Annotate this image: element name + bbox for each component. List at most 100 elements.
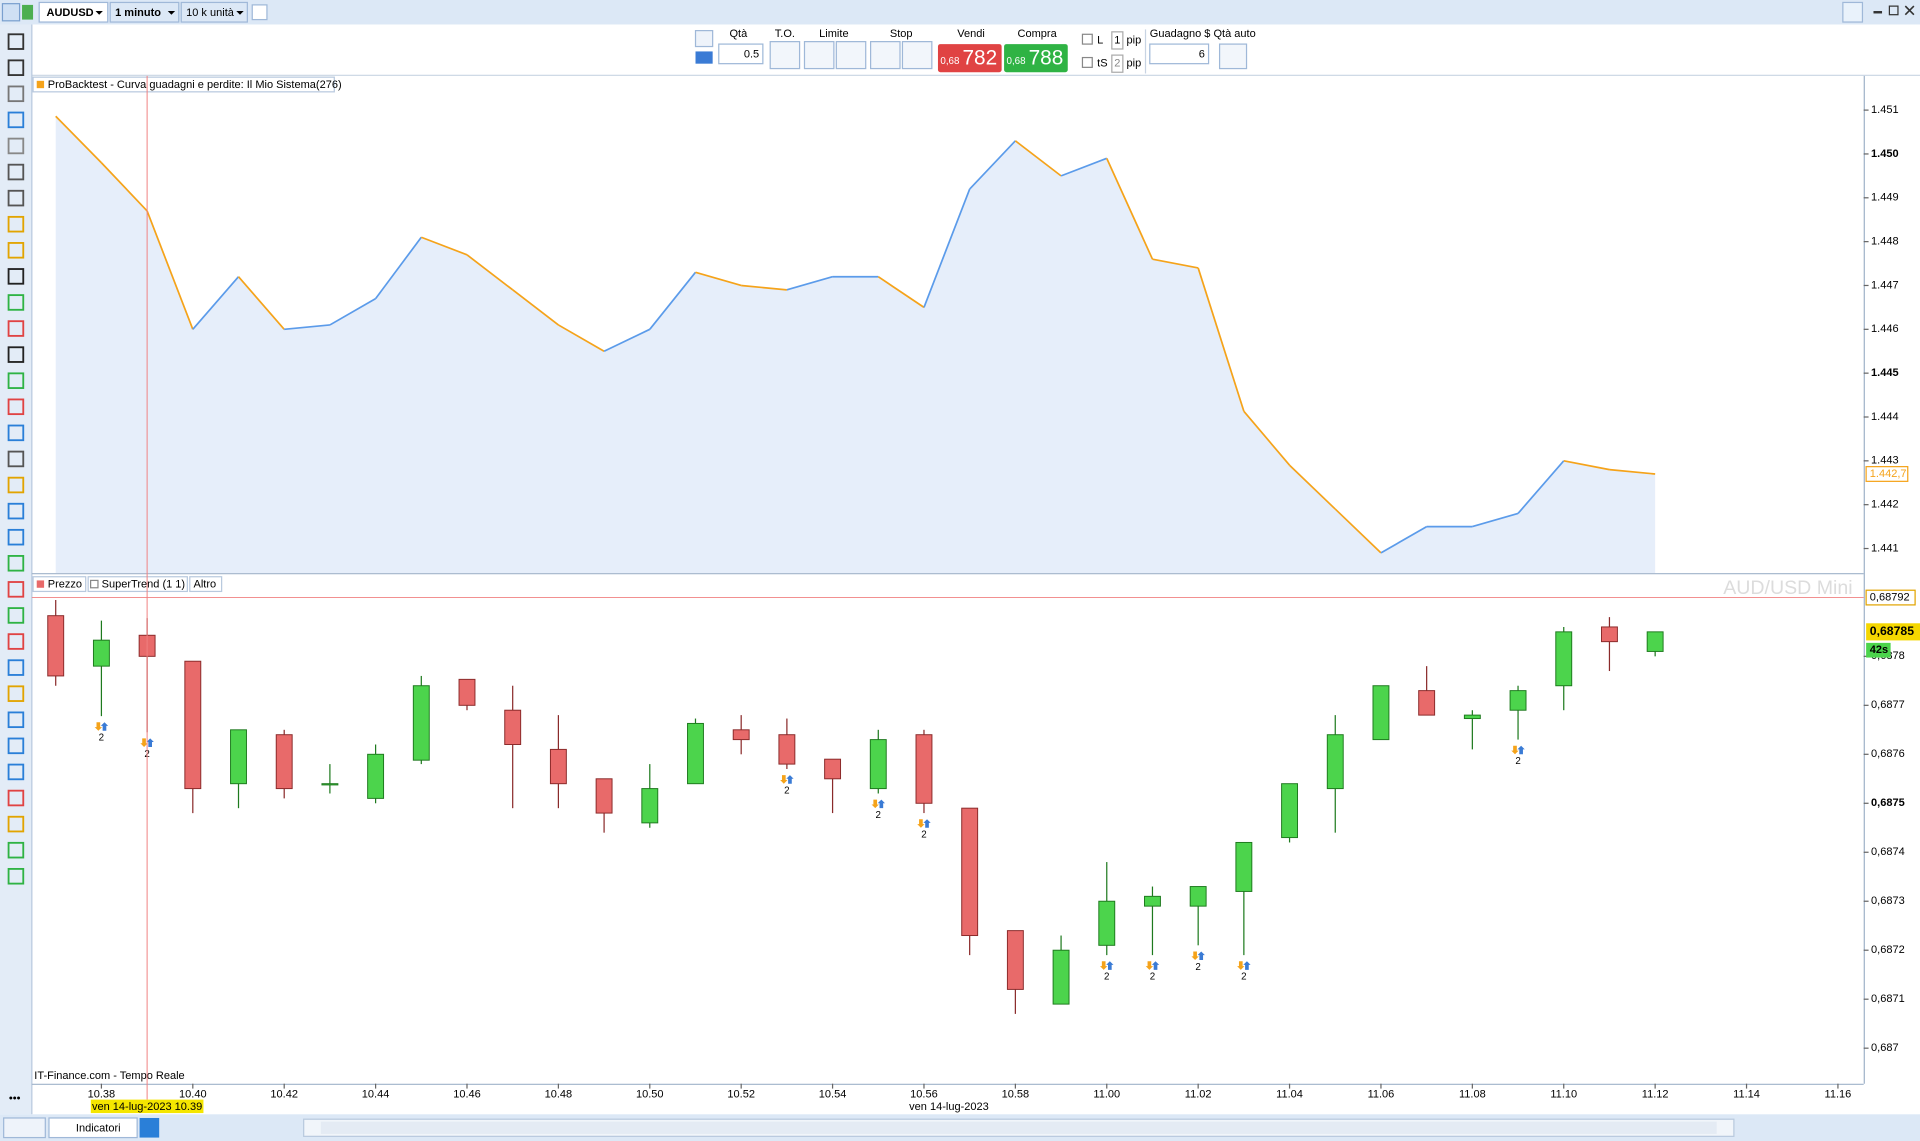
watermark: AUD/USD Mini bbox=[1723, 577, 1852, 599]
tool-button[interactable] bbox=[7, 607, 25, 624]
symbol-box[interactable] bbox=[38, 1, 109, 23]
settings-button[interactable] bbox=[694, 30, 714, 48]
tool-button[interactable] bbox=[7, 711, 25, 729]
sync-button[interactable] bbox=[1842, 1, 1864, 23]
tool-button[interactable] bbox=[7, 633, 25, 650]
tool-button[interactable] bbox=[7, 215, 25, 233]
tool-button[interactable] bbox=[7, 424, 25, 442]
tool-button[interactable] bbox=[7, 398, 25, 416]
candle-body bbox=[458, 678, 476, 706]
legend-item[interactable] bbox=[87, 576, 188, 593]
x-tick-label: 10.40 bbox=[179, 1089, 207, 1101]
equity-segment bbox=[1609, 468, 1656, 475]
ts-label: tS bbox=[1097, 58, 1107, 70]
stop-sell-button[interactable] bbox=[901, 41, 933, 70]
qty-input[interactable] bbox=[718, 43, 764, 65]
tool-button[interactable] bbox=[7, 763, 25, 781]
scrollbar-thumb[interactable] bbox=[320, 1121, 1717, 1134]
draw-button[interactable] bbox=[3, 1117, 46, 1139]
candle-body bbox=[1418, 690, 1436, 716]
tool-button[interactable] bbox=[7, 581, 25, 598]
tool-button[interactable] bbox=[7, 476, 25, 494]
candle-body bbox=[641, 788, 659, 824]
restore-button[interactable] bbox=[1888, 5, 1899, 16]
size-box[interactable] bbox=[180, 1, 248, 23]
tool-button[interactable] bbox=[7, 242, 25, 259]
tool-button[interactable] bbox=[7, 33, 25, 50]
sell-button[interactable] bbox=[937, 44, 1002, 73]
limit-sell-button[interactable] bbox=[835, 41, 867, 70]
app-icon[interactable] bbox=[1, 3, 21, 22]
tool-button[interactable] bbox=[7, 163, 25, 181]
tool-button[interactable] bbox=[7, 555, 25, 572]
to-button[interactable] bbox=[769, 41, 801, 70]
tool-button[interactable] bbox=[7, 346, 25, 363]
equity-swatch bbox=[36, 80, 45, 89]
tool-button[interactable] bbox=[7, 372, 25, 389]
tool-button[interactable] bbox=[7, 685, 25, 702]
x-tick-label: 11.08 bbox=[1459, 1089, 1486, 1101]
countdown-box bbox=[1866, 642, 1891, 658]
pip-label: pip bbox=[1127, 58, 1142, 70]
minimize-button[interactable] bbox=[1873, 11, 1883, 14]
chart-icon[interactable] bbox=[22, 4, 34, 20]
tool-button[interactable] bbox=[7, 789, 25, 807]
info-button[interactable] bbox=[251, 4, 268, 21]
pip-input[interactable] bbox=[1111, 31, 1124, 50]
ts-checkbox[interactable] bbox=[1081, 56, 1093, 68]
candle-body bbox=[230, 729, 247, 785]
indicators-button[interactable] bbox=[48, 1117, 138, 1139]
tool-button[interactable] bbox=[7, 450, 25, 468]
buy-button[interactable] bbox=[1004, 44, 1068, 73]
tool-button[interactable] bbox=[7, 815, 25, 833]
tool-button[interactable] bbox=[7, 85, 25, 103]
close-button[interactable] bbox=[1904, 5, 1915, 16]
equity-segment bbox=[420, 236, 468, 256]
timeframe-box[interactable] bbox=[109, 1, 180, 23]
tool-button[interactable] bbox=[7, 189, 25, 207]
candle-body bbox=[275, 734, 293, 790]
pip-input[interactable] bbox=[1111, 54, 1124, 73]
x-axis: 10.38 10.40 10.42 10.44 10.46 10.48 10.50 10.52… bbox=[88, 75, 1851, 1114]
x-tick-label: 10.44 bbox=[362, 1089, 390, 1101]
equity-segment bbox=[100, 162, 148, 212]
tool-button[interactable] bbox=[7, 737, 25, 755]
signal-arrow bbox=[1106, 961, 1114, 970]
tool-button[interactable] bbox=[7, 867, 25, 885]
legend-item[interactable] bbox=[32, 576, 87, 593]
tool-button[interactable] bbox=[7, 659, 25, 676]
limit-buy-button[interactable] bbox=[803, 41, 835, 70]
candle-body bbox=[961, 807, 979, 937]
share-button[interactable] bbox=[139, 1117, 160, 1138]
tool-button[interactable] bbox=[7, 528, 25, 546]
x-tick-label: 11.06 bbox=[1368, 1089, 1395, 1101]
candle-body bbox=[184, 660, 202, 790]
x-tick-label: 10.54 bbox=[819, 1089, 847, 1101]
tool-button[interactable] bbox=[7, 137, 25, 155]
to-label: T.O. bbox=[775, 28, 795, 40]
tool-button[interactable] bbox=[7, 111, 25, 129]
tool-button[interactable] bbox=[7, 268, 25, 285]
tool-button[interactable] bbox=[7, 294, 25, 311]
stop-buy-button[interactable] bbox=[870, 41, 901, 70]
tool-button[interactable] bbox=[7, 320, 25, 337]
x-tick-label: 10.48 bbox=[545, 1089, 573, 1101]
auto-qty-button[interactable] bbox=[1218, 43, 1248, 70]
plot-area bbox=[55, 115, 1656, 574]
last-value-label: 1.442,7 bbox=[1870, 468, 1907, 480]
equity-title: ProBacktest - Curva guadagni e perdite: … bbox=[48, 79, 342, 91]
tool-button[interactable] bbox=[7, 841, 25, 859]
keyboard-button[interactable] bbox=[695, 51, 713, 64]
y-tick-label: 0,687 bbox=[1871, 1042, 1899, 1054]
l-checkbox[interactable] bbox=[1081, 33, 1093, 45]
last-value-box bbox=[1865, 466, 1909, 482]
gain-input[interactable] bbox=[1149, 43, 1210, 65]
x-tick-label: 11.14 bbox=[1733, 1089, 1760, 1101]
candle-body bbox=[1235, 841, 1253, 892]
tool-button[interactable] bbox=[7, 59, 25, 76]
legend-item[interactable] bbox=[189, 576, 223, 593]
y-tick-label: 1.444 bbox=[1871, 411, 1899, 423]
tool-button[interactable] bbox=[7, 502, 25, 520]
pip-label: pip bbox=[1127, 34, 1142, 46]
candle-body bbox=[1098, 900, 1116, 946]
